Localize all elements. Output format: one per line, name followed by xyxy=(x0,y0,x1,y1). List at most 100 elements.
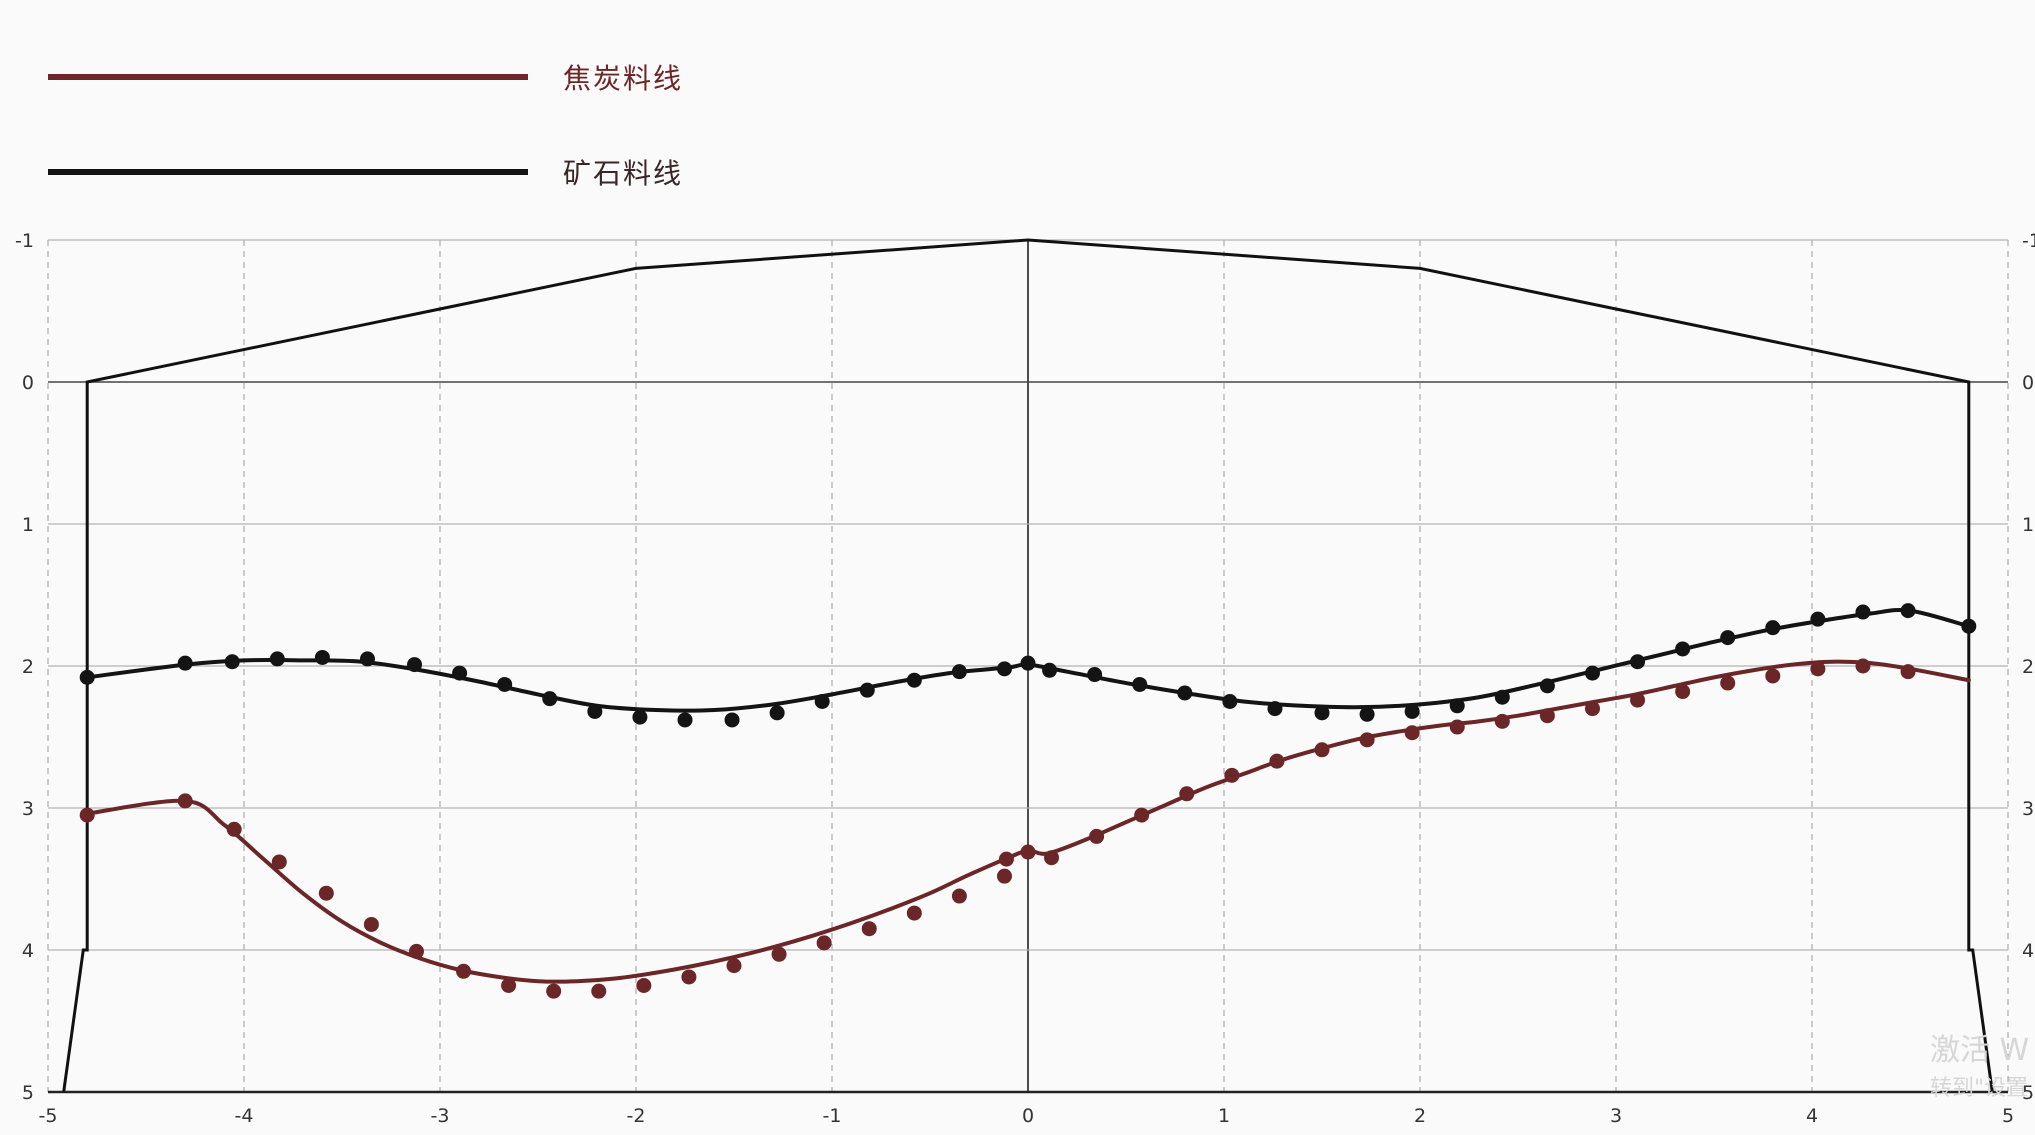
data-point-ore xyxy=(1222,694,1238,709)
y-tick-label-right: 0 xyxy=(2022,372,2034,394)
data-point-ore xyxy=(1765,620,1781,636)
data-point-ore xyxy=(859,682,875,698)
y-tick-label-right: 1 xyxy=(2022,514,2034,536)
data-point-coke xyxy=(1134,807,1150,823)
y-tick-label-left: 1 xyxy=(22,514,34,536)
data-point-ore xyxy=(1359,706,1375,722)
data-point-ore xyxy=(1855,604,1871,620)
data-point-coke xyxy=(1810,661,1826,677)
legend-label-ore: 矿石料线 xyxy=(563,157,683,190)
data-point-ore xyxy=(269,651,285,667)
data-point-coke xyxy=(501,978,517,993)
data-point-coke xyxy=(1494,713,1510,729)
data-point-ore xyxy=(79,669,95,685)
x-tick-label: 2 xyxy=(1414,1105,1426,1127)
data-point-ore xyxy=(1810,611,1826,627)
x-tick-label: -4 xyxy=(235,1105,254,1127)
data-point-coke xyxy=(591,983,607,999)
data-point-ore xyxy=(1900,603,1916,619)
data-point-coke xyxy=(408,943,424,959)
x-tick-label: 1 xyxy=(1218,1105,1230,1127)
grid xyxy=(47,239,2009,1094)
data-point-ore xyxy=(314,649,330,665)
data-point-ore xyxy=(996,661,1012,677)
data-point-coke xyxy=(1765,668,1781,684)
data-point-ore xyxy=(224,654,240,670)
data-point-ore xyxy=(1961,618,1977,634)
tick-labels: -5 -4 -3 -2 -1 0 1 2 3 4 5-1 -10 01 12 23 34 45 5 xyxy=(15,230,2035,1127)
series-coke xyxy=(79,658,1971,999)
legend-item-coke: 焦炭料线 xyxy=(48,62,683,95)
y-tick-label-right: 2 xyxy=(2022,656,2034,678)
data-point-ore xyxy=(1087,667,1103,683)
y-tick-label-right: -1 xyxy=(2022,230,2035,252)
series-layer xyxy=(79,603,1977,999)
data-point-ore xyxy=(1177,685,1193,701)
x-tick-label: 3 xyxy=(1610,1105,1622,1127)
data-point-coke xyxy=(1900,664,1916,680)
data-point-coke xyxy=(1720,675,1736,691)
data-point-coke xyxy=(996,868,1012,884)
data-point-coke xyxy=(998,851,1014,867)
data-point-coke xyxy=(1089,828,1105,844)
x-tick-label: -5 xyxy=(39,1105,58,1127)
data-point-coke xyxy=(363,916,379,932)
data-point-coke xyxy=(271,854,287,870)
y-tick-label-left: -1 xyxy=(15,230,34,252)
data-point-coke xyxy=(226,821,242,837)
data-point-ore xyxy=(769,705,785,721)
y-tick-label-left: 5 xyxy=(22,1082,34,1104)
data-point-ore xyxy=(359,651,375,667)
y-tick-label-left: 2 xyxy=(22,656,34,678)
data-point-ore xyxy=(1539,678,1555,694)
data-point-coke xyxy=(1179,786,1195,802)
legend-item-ore: 矿石料线 xyxy=(48,157,683,190)
data-point-coke xyxy=(1404,725,1420,741)
data-point-ore xyxy=(542,691,558,707)
data-point-ore xyxy=(1132,676,1148,692)
data-point-coke xyxy=(636,978,652,993)
data-point-coke xyxy=(1224,767,1240,783)
x-tick-label: -3 xyxy=(431,1105,450,1127)
series-ore xyxy=(79,603,1977,728)
watermark-line-2: 转到"设置 xyxy=(1930,1076,2028,1101)
data-point-coke xyxy=(1044,850,1060,866)
furnace-profile xyxy=(62,238,1994,1093)
data-point-ore xyxy=(1720,630,1736,646)
data-point-coke xyxy=(177,793,193,809)
data-point-ore xyxy=(1020,655,1036,671)
data-point-coke xyxy=(816,935,832,951)
data-point-ore xyxy=(1494,689,1510,705)
data-point-coke xyxy=(79,807,95,823)
y-tick-label-right: 3 xyxy=(2022,798,2034,820)
data-point-coke xyxy=(1020,844,1036,860)
x-tick-label: -2 xyxy=(627,1105,646,1127)
data-point-ore xyxy=(452,665,468,681)
data-point-coke xyxy=(771,946,787,962)
furnace-profile-line xyxy=(62,238,1994,1093)
data-point-coke xyxy=(318,885,334,901)
x-tick-label: 0 xyxy=(1022,1105,1034,1127)
data-point-ore xyxy=(407,657,423,673)
data-point-ore xyxy=(951,664,967,680)
data-point-ore xyxy=(1630,654,1646,670)
data-point-ore xyxy=(1267,701,1283,717)
legend-label-coke: 焦炭料线 xyxy=(563,62,683,95)
data-point-coke xyxy=(1630,692,1646,708)
data-point-coke xyxy=(456,963,472,979)
data-point-coke xyxy=(1855,658,1871,674)
data-point-ore xyxy=(587,703,603,719)
data-point-coke xyxy=(1449,719,1465,735)
data-point-ore xyxy=(1449,698,1465,714)
data-point-ore xyxy=(1404,703,1420,719)
x-tick-label: 4 xyxy=(1806,1105,1818,1127)
data-point-ore xyxy=(632,709,648,725)
data-point-coke xyxy=(1359,732,1375,748)
data-point-coke xyxy=(1675,684,1691,700)
y-tick-label-left: 0 xyxy=(22,372,34,394)
data-point-ore xyxy=(677,712,693,728)
data-point-ore xyxy=(724,712,740,728)
data-point-coke xyxy=(1314,742,1330,758)
x-tick-label: 5 xyxy=(2002,1105,2014,1127)
